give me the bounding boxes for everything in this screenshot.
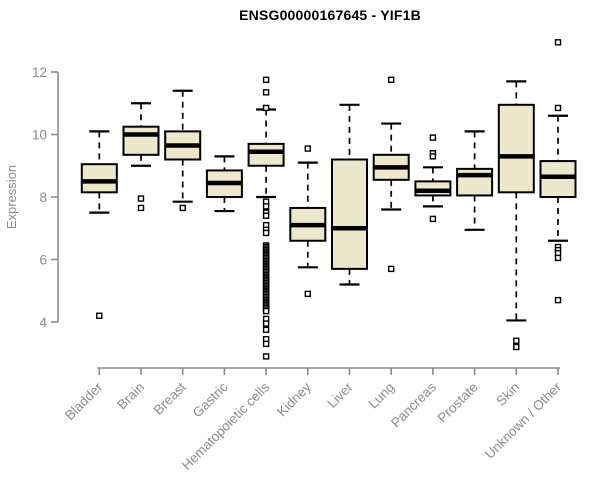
x-tick-label-breast: Breast [151, 379, 189, 417]
x-tick-label-pancreas: Pancreas [388, 379, 439, 430]
box-pancreas [414, 180, 452, 197]
outlier-point-hematopoietic-cells [262, 353, 270, 360]
outlier-point-pancreas [429, 134, 437, 141]
outlier-point-breast [179, 204, 186, 212]
x-tick-label-lung: Lung [365, 380, 397, 412]
x-tick-label-skin: Skin [493, 380, 522, 409]
outlier-point-skin [513, 337, 520, 344]
outlier-point-hematopoietic-cells [262, 229, 270, 237]
outlier-point-unknown-other [554, 39, 562, 46]
y-tick-label: 4 [39, 315, 47, 330]
chart-title: ENSG00000167645 - YIF1B [239, 7, 421, 23]
x-tick-label-kidney: Kidney [274, 379, 314, 419]
outlier-point-hematopoietic-cells [262, 320, 270, 327]
y-tick-label: 6 [39, 253, 47, 268]
outlier-point-pancreas [429, 215, 437, 223]
outlier-point-hematopoietic-cells [262, 212, 270, 219]
x-tick-label-bladder: Bladder [62, 379, 106, 423]
box-hematopoietic-cells [247, 142, 285, 167]
y-tick-label: 12 [32, 65, 47, 80]
box-liver [331, 158, 368, 270]
box-skin [497, 103, 535, 194]
outlier-point-bladder [96, 312, 103, 319]
outlier-point-kidney [304, 290, 311, 298]
outlier-point-hematopoietic-cells [262, 104, 270, 112]
x-tick-label-brain: Brain [114, 380, 147, 413]
x-tick-label-unknown-other: Unknown / Other [482, 379, 565, 462]
y-tick-label: 8 [39, 190, 47, 205]
outlier-point-hematopoietic-cells [262, 89, 270, 96]
outlier-point-hematopoietic-cells [262, 340, 270, 348]
box-bladder [80, 163, 118, 194]
x-tick-label-gastric: Gastric [190, 379, 231, 420]
outlier-point-unknown-other [554, 254, 562, 262]
box-brain [122, 125, 160, 156]
outlier-point-hematopoietic-cells [262, 76, 270, 84]
x-tick-label-prostate: Prostate [435, 380, 481, 426]
box-prostate [456, 167, 494, 197]
outlier-point-lung [388, 76, 395, 84]
outlier-point-kidney [304, 145, 311, 152]
x-tick-label-liver: Liver [324, 379, 356, 411]
outlier-point-hematopoietic-cells [262, 203, 270, 210]
y-tick-label: 10 [32, 128, 47, 143]
outlier-point-brain [137, 204, 145, 212]
outlier-point-hematopoietic-cells [262, 326, 270, 334]
outlier-point-unknown-other [554, 104, 562, 112]
outlier-point-lung [388, 265, 395, 273]
outlier-point-pancreas [429, 153, 437, 160]
y-axis-title: Expression [4, 165, 19, 229]
box-unknown-other [539, 160, 577, 198]
outlier-point-hematopoietic-cells [262, 307, 270, 315]
outlier-point-skin [513, 343, 520, 351]
outlier-point-brain [137, 195, 145, 202]
outlier-point-unknown-other [554, 296, 562, 304]
